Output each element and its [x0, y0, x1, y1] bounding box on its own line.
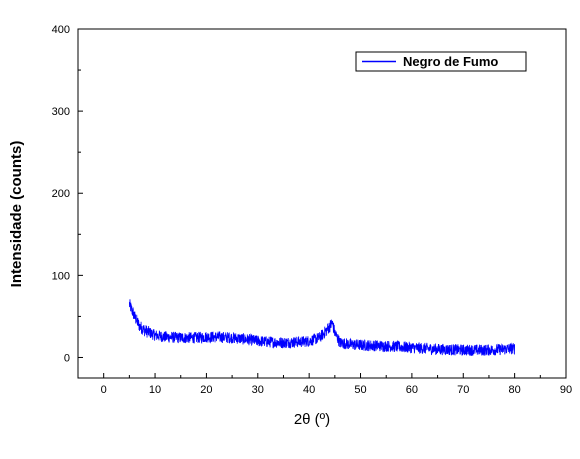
x-tick-label: 50: [354, 384, 366, 396]
legend-label-negro-de-fumo: Negro de Fumo: [403, 54, 498, 69]
x-tick-label: 40: [303, 384, 315, 396]
y-tick-label: 200: [52, 188, 70, 200]
plot-frame: [77, 28, 567, 379]
legend-box: [355, 51, 527, 72]
y-tick-label: 300: [52, 106, 70, 118]
x-axis-title: 2θ (º): [294, 411, 330, 428]
x-tick-label: 10: [149, 384, 161, 396]
x-tick-label: 0: [101, 384, 107, 396]
y-tick-label: 0: [64, 352, 70, 364]
y-tick-label: 100: [52, 270, 70, 282]
series-layer: [128, 299, 516, 356]
x-tick-label: 60: [406, 384, 418, 396]
x-tick-label: 90: [560, 384, 572, 396]
x-tick-label: 20: [200, 384, 212, 396]
y-tick-label: 400: [52, 24, 70, 36]
x-axis: 0 10 20 30 40 50 60 70 80 90: [101, 373, 572, 396]
series-line-0: [128, 299, 516, 356]
x-tick-label: 70: [457, 384, 469, 396]
y-axis-title: Intensidade (counts): [8, 141, 25, 288]
x-tick-label: 30: [252, 384, 264, 396]
x-tick-label: 80: [509, 384, 521, 396]
y-axis: 0 100 200 300 400: [52, 24, 83, 364]
legend: Negro de Fumo: [355, 51, 527, 72]
